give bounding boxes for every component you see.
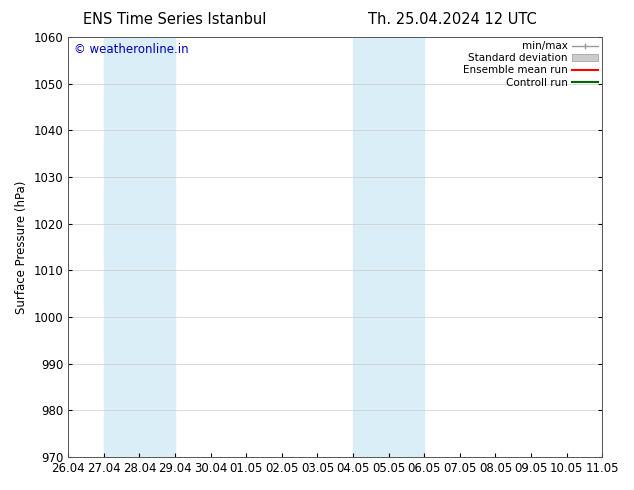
Legend: min/max, Standard deviation, Ensemble mean run, Controll run: min/max, Standard deviation, Ensemble me… <box>461 39 600 90</box>
Text: Th. 25.04.2024 12 UTC: Th. 25.04.2024 12 UTC <box>368 12 536 27</box>
Bar <box>353 37 424 457</box>
Text: ENS Time Series Istanbul: ENS Time Series Istanbul <box>83 12 266 27</box>
Bar <box>602 37 634 457</box>
Text: © weatheronline.in: © weatheronline.in <box>74 44 188 56</box>
Y-axis label: Surface Pressure (hPa): Surface Pressure (hPa) <box>15 180 28 314</box>
Bar <box>104 37 175 457</box>
